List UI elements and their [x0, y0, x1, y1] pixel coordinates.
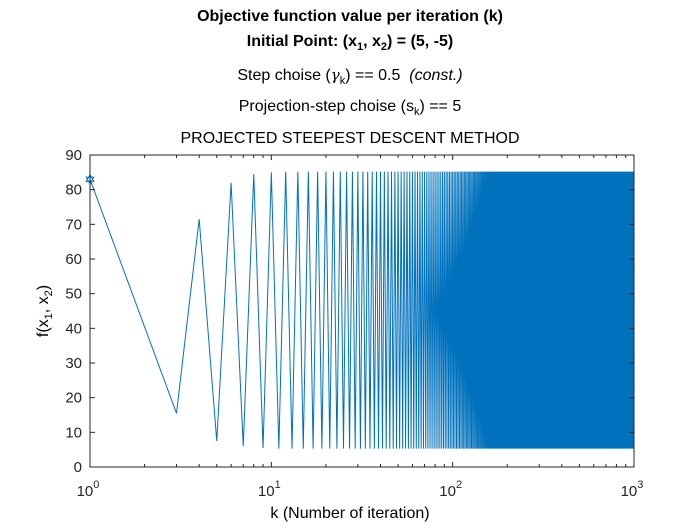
title-text: ) == 5	[419, 98, 462, 115]
x-axis-label: k (Number of iteration)	[0, 505, 700, 523]
tick-layer	[89, 154, 635, 468]
subscript: 1	[356, 41, 364, 53]
x-axis-label-text: k (Number of iteration)	[270, 505, 430, 522]
figure-title-line1: Objective function value per iteration (…	[0, 8, 700, 26]
y-tick-label: 10	[65, 424, 82, 441]
y-tick-label: 30	[65, 355, 82, 372]
y-axis-label: f(x1, x2)	[35, 284, 55, 338]
y-tick-label: 50	[65, 286, 82, 303]
subscript: 1	[43, 313, 55, 320]
y-axis-label-text: )	[35, 284, 52, 291]
figure-title-line3: Step choise (γk) == 0.5 (const.)	[0, 66, 700, 87]
y-tick-label: 60	[65, 251, 82, 268]
title-text: , x	[363, 33, 381, 50]
subscript: 2	[380, 41, 388, 53]
title-italic-text: (const.)	[409, 67, 463, 84]
subscript: k	[413, 106, 420, 118]
figure-title-line4: Projection-step choise (sk) == 5	[0, 98, 700, 118]
x-tick-label: 101	[258, 479, 281, 500]
title-text: ) == 0.5	[345, 67, 401, 84]
figure-title-line2: Initial Point: (x1, x2) = (5, -5)	[0, 33, 700, 53]
x-tick-label: 100	[77, 479, 100, 500]
label-layer: 0 10 20 30 40 50 60 70 80 90 100 101 102 103	[65, 147, 643, 500]
y-axis-label-text: f(x	[35, 319, 52, 338]
y-tick-label: 0	[74, 459, 82, 476]
y-tick-label: 70	[65, 216, 82, 233]
x-tick-label: 103	[621, 479, 644, 500]
title-text: Step choise (	[237, 67, 331, 84]
title-text: Objective function value per iteration (…	[197, 8, 503, 25]
y-tick-label: 20	[65, 390, 82, 407]
axes-title: PROJECTED STEEPEST DESCENT METHOD	[0, 130, 700, 148]
series-layer	[85, 171, 635, 449]
title-text: Projection-step choise (s	[238, 98, 414, 115]
title-text: ) = (5, -5)	[387, 33, 454, 50]
series-line	[89, 171, 635, 449]
title-text: Initial Point: (x	[246, 33, 357, 50]
subscript: 2	[43, 290, 55, 297]
y-tick-label: 40	[65, 320, 82, 337]
y-tick-label: 80	[65, 182, 82, 199]
x-tick-label: 102	[439, 479, 462, 500]
axes-title-text: PROJECTED STEEPEST DESCENT METHOD	[180, 130, 520, 147]
subscript: k	[339, 75, 346, 87]
y-tick-label: 90	[65, 147, 82, 164]
greek-gamma: γ	[330, 66, 340, 84]
axes-box	[89, 154, 635, 468]
y-axis-label-text: , x	[35, 296, 52, 314]
